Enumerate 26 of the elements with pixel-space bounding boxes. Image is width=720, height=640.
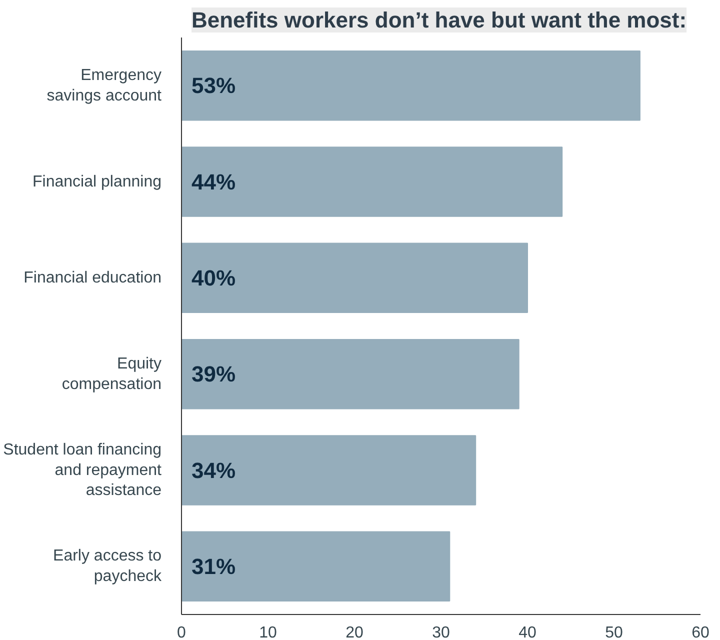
y-tick-label: Equity compensation [62, 355, 162, 393]
x-tick-label: 50 [605, 624, 623, 640]
data-label: 53% [192, 73, 236, 98]
y-tick-label: Early access to paycheck [53, 548, 162, 586]
data-label: 39% [192, 362, 236, 387]
data-label: 31% [192, 554, 236, 579]
x-tick-label: 40 [518, 624, 536, 640]
y-tick-label: Student loan financing and repayment assistance [3, 441, 162, 500]
y-tick-label: Financial education [24, 269, 162, 286]
bar [182, 338, 520, 410]
y-tick-label: Emergency savings account [46, 66, 162, 104]
bar [182, 146, 563, 217]
x-tick-label: 20 [346, 624, 364, 640]
bar [182, 531, 450, 602]
data-label: 44% [192, 169, 236, 194]
chart-title: Benefits workers don’t have but want the most: [192, 8, 687, 32]
bar [182, 242, 528, 314]
x-tick-label: 0 [177, 624, 186, 640]
bar [182, 435, 476, 506]
data-label: 40% [192, 265, 236, 290]
bar [182, 50, 640, 121]
data-label: 34% [192, 458, 236, 483]
x-tick-label: 10 [259, 624, 277, 640]
x-tick-label: 60 [692, 624, 710, 640]
y-tick-label: Financial planning [32, 173, 162, 190]
x-tick-label: 30 [432, 624, 450, 640]
